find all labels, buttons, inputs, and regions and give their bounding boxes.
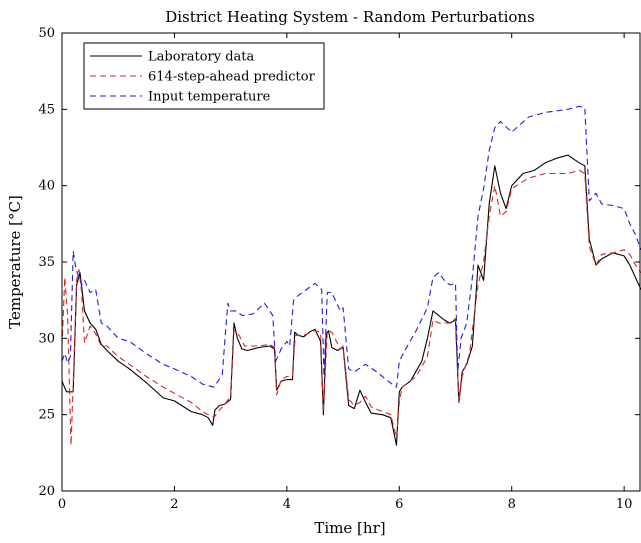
- y-tick-label: 30: [38, 331, 55, 346]
- x-tick-label: 2: [170, 497, 178, 512]
- legend-label-2: 614-step-ahead predictor: [148, 70, 316, 85]
- x-tick-label: 0: [58, 497, 66, 512]
- legend-label-1: Laboratory data: [148, 50, 255, 65]
- y-axis-label: Temperature [°C]: [6, 195, 24, 329]
- y-tick-label: 40: [38, 179, 55, 194]
- y-tick-label: 25: [38, 408, 55, 423]
- x-tick-label: 4: [283, 497, 291, 512]
- series-group: [62, 105, 641, 446]
- chart-title: District Heating System - Random Perturb…: [165, 8, 535, 26]
- plot-area: 0 2 4 6 8 10 20 25 30 35 40 45 50: [38, 26, 641, 512]
- x-tick-label: 10: [616, 497, 633, 512]
- x-tick-label: 8: [508, 497, 516, 512]
- series-line-2: [62, 169, 641, 446]
- y-tick-label: 45: [38, 102, 55, 117]
- legend: Laboratory data 614-step-ahead predictor I…: [83, 42, 325, 110]
- x-tick-label: 6: [395, 497, 403, 512]
- y-tick-label: 50: [38, 26, 55, 41]
- y-tick-label: 20: [38, 484, 55, 499]
- legend-label-3: Input temperature: [148, 90, 271, 105]
- x-axis-label: Time [hr]: [314, 519, 385, 537]
- y-tick-label: 35: [38, 255, 55, 270]
- series-line-3: [62, 105, 641, 388]
